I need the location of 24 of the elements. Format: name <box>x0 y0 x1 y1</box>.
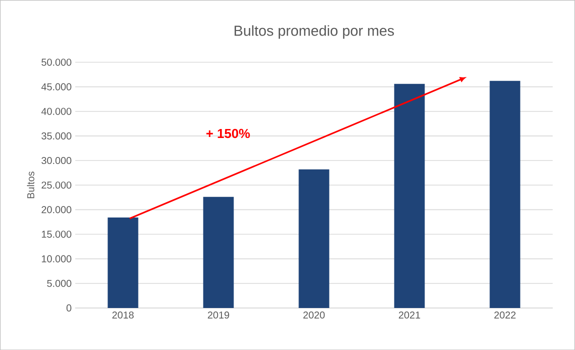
bar <box>203 196 234 308</box>
bar <box>490 80 520 308</box>
bar <box>394 84 425 308</box>
x-tick-label: 2018 <box>112 311 134 318</box>
y-axis-title: Bultos <box>26 171 34 198</box>
y-tick-label: 35.000 <box>42 132 72 140</box>
bar <box>298 169 330 308</box>
y-tick-label: 50.000 <box>42 58 72 66</box>
y-tick-label: 0 <box>66 304 72 312</box>
y-tick-label: 30.000 <box>42 156 72 164</box>
x-tick-label: 2021 <box>398 311 420 318</box>
annotation: + 150% <box>206 128 250 138</box>
y-tick-label: 25.000 <box>42 181 72 189</box>
x-tick-label: 2020 <box>303 311 325 318</box>
x-tick-label: 2019 <box>208 311 230 318</box>
y-tick-label: 45.000 <box>41 83 72 90</box>
y-tick-label: 20.000 <box>42 206 72 214</box>
bar <box>108 217 138 308</box>
y-tick-label: 15.000 <box>42 230 72 238</box>
y-tick-label: 10.000 <box>42 255 72 262</box>
y-tick-label: 40.000 <box>41 108 72 115</box>
x-tick-label: 2022 <box>494 311 516 318</box>
y-tick-label: 5.000 <box>47 280 72 287</box>
chart-title: Bultos promedio por mes <box>234 25 394 39</box>
